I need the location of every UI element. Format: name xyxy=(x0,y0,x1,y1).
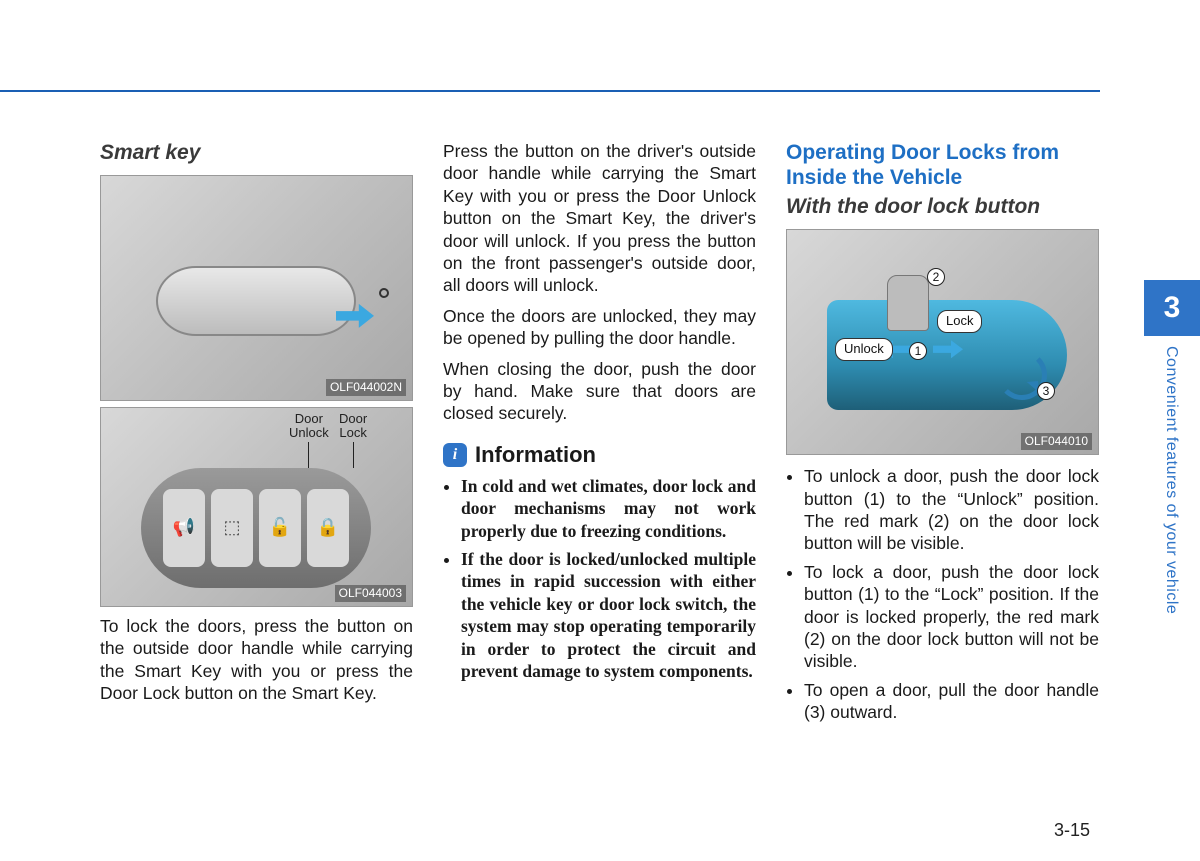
unlock-button-icon: 🔓 xyxy=(259,489,301,567)
lock-pill: Lock xyxy=(937,310,982,333)
callout-3: 3 xyxy=(1037,382,1055,400)
operating-door-locks-heading: Operating Door Locks from Inside the Veh… xyxy=(786,140,1099,190)
list-item: To open a door, pull the door handle (3)… xyxy=(804,679,1099,724)
information-heading: i Information xyxy=(443,441,756,469)
information-list: In cold and wet climates, door lock and … xyxy=(443,475,756,683)
chapter-title: Convenient features of your vehicle xyxy=(1162,346,1180,614)
column-3: Operating Door Locks from Inside the Veh… xyxy=(786,140,1099,730)
list-item: To lock a door, push the door lock butto… xyxy=(804,561,1099,673)
lock-instructions-text: To lock the doors, press the button on t… xyxy=(100,615,413,705)
open-door-text: Once the doors are unlocked, they may be… xyxy=(443,305,756,350)
door-lock-button-heading: With the door lock button xyxy=(786,194,1099,221)
manual-page: Smart key OLF044002N DoorUnlock DoorLock… xyxy=(0,0,1200,861)
door-lock-steps-list: To unlock a door, push the door lock but… xyxy=(786,465,1099,723)
list-item: To unlock a door, push the door lock but… xyxy=(804,465,1099,555)
header-rule xyxy=(0,90,1100,92)
keyhole-icon xyxy=(379,288,389,298)
interior-door-lock-figure: Unlock Lock 1 2 3 OLF044010 xyxy=(786,229,1099,455)
info-icon: i xyxy=(443,443,467,467)
page-number: 3-15 xyxy=(1054,820,1090,841)
panic-button-icon: 📢 xyxy=(163,489,205,567)
door-unlock-label: DoorUnlock xyxy=(289,412,329,469)
unlock-pill: Unlock xyxy=(835,338,893,361)
chapter-tab: 3 Convenient features of your vehicle xyxy=(1144,280,1200,614)
figure-code: OLF044002N xyxy=(326,379,406,396)
leader-line xyxy=(353,442,354,468)
unlock-instructions-text: Press the button on the driver's outside… xyxy=(443,140,756,297)
door-lock-label: DoorLock xyxy=(339,412,367,469)
smart-key-fob-figure: DoorUnlock DoorLock 📢 ⬚ 🔓 🔒 OLF044003 xyxy=(100,407,413,607)
door-handle-shape xyxy=(156,266,356,336)
trunk-button-icon: ⬚ xyxy=(211,489,253,567)
figure-code: OLF044003 xyxy=(335,585,406,602)
figure-code: OLF044010 xyxy=(1021,433,1092,450)
info-item: In cold and wet climates, door lock and … xyxy=(461,475,756,542)
content-columns: Smart key OLF044002N DoorUnlock DoorLock… xyxy=(100,140,1100,730)
smart-key-heading: Smart key xyxy=(100,140,413,167)
label-text: DoorUnlock xyxy=(289,411,329,440)
leader-line xyxy=(308,442,309,468)
callout-2: 2 xyxy=(927,268,945,286)
label-text: DoorLock xyxy=(339,411,367,440)
chapter-number: 3 xyxy=(1144,280,1200,336)
lock-button-icon: 🔒 xyxy=(307,489,349,567)
info-item: If the door is locked/unlocked multiple … xyxy=(461,548,756,682)
column-1: Smart key OLF044002N DoorUnlock DoorLock… xyxy=(100,140,413,730)
info-title-text: Information xyxy=(475,441,596,469)
key-fob: 📢 ⬚ 🔓 🔒 xyxy=(141,468,371,588)
close-door-text: When closing the door, push the door by … xyxy=(443,358,756,425)
lock-knob-shape xyxy=(887,275,929,331)
column-2: Press the button on the driver's outside… xyxy=(443,140,756,730)
door-handle-figure: OLF044002N xyxy=(100,175,413,401)
